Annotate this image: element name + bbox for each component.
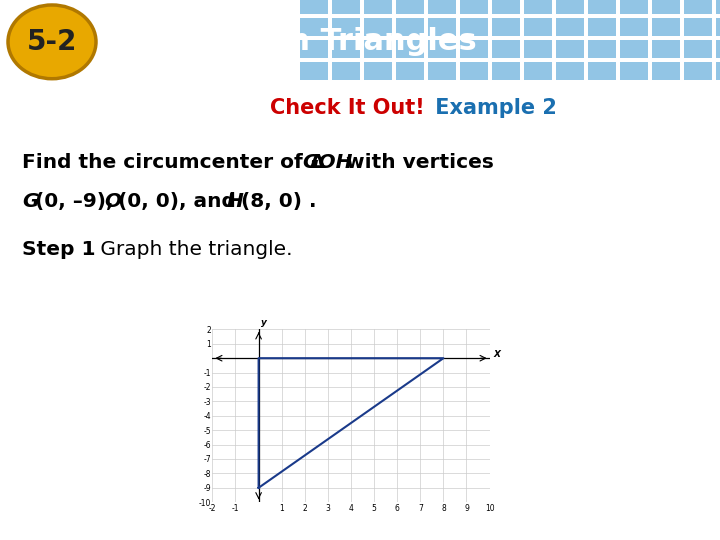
Ellipse shape — [8, 5, 96, 79]
Bar — [716, 18, 720, 36]
Bar — [652, 62, 680, 80]
Bar — [396, 18, 424, 36]
Bar — [492, 0, 520, 14]
Bar — [396, 0, 424, 14]
Bar — [684, 0, 712, 14]
Bar — [332, 40, 360, 58]
Bar — [492, 18, 520, 36]
Text: Check It Out!: Check It Out! — [270, 98, 425, 118]
Text: Copyright © by Holt Mc Dougal. All Rights Reserved.: Copyright © by Holt Mc Dougal. All Right… — [467, 517, 706, 526]
Bar — [556, 40, 584, 58]
Bar — [300, 62, 328, 80]
Text: G: G — [22, 192, 38, 212]
Bar — [524, 0, 552, 14]
Text: Step 1: Step 1 — [22, 240, 96, 259]
Bar — [556, 18, 584, 36]
Bar — [684, 40, 712, 58]
Bar — [332, 0, 360, 14]
Bar — [364, 40, 392, 58]
Text: (8, 0) .: (8, 0) . — [241, 192, 317, 212]
Bar — [364, 62, 392, 80]
Bar — [620, 40, 648, 58]
Text: with vertices: with vertices — [339, 153, 494, 172]
Text: H: H — [227, 192, 244, 212]
Text: y: y — [261, 318, 267, 327]
Bar — [300, 18, 328, 36]
Bar — [460, 40, 488, 58]
Bar — [588, 40, 616, 58]
Bar — [588, 18, 616, 36]
Bar — [428, 40, 456, 58]
Bar — [428, 18, 456, 36]
Bar — [684, 18, 712, 36]
Text: Holt McDougal Geometry: Holt McDougal Geometry — [14, 515, 172, 528]
Bar — [492, 62, 520, 80]
Bar — [300, 0, 328, 14]
Bar — [652, 40, 680, 58]
Text: (0, 0), and: (0, 0), and — [118, 192, 243, 212]
Bar — [716, 62, 720, 80]
Bar — [524, 62, 552, 80]
Text: Find the circumcenter of Δ: Find the circumcenter of Δ — [22, 153, 325, 172]
Bar — [556, 0, 584, 14]
Bar — [652, 18, 680, 36]
Bar — [396, 62, 424, 80]
Bar — [332, 18, 360, 36]
Text: GOH: GOH — [302, 153, 353, 172]
Bar — [300, 40, 328, 58]
Bar — [364, 0, 392, 14]
Bar — [524, 40, 552, 58]
Bar — [492, 40, 520, 58]
Bar — [556, 62, 584, 80]
Bar — [428, 0, 456, 14]
Bar — [332, 62, 360, 80]
Bar — [364, 18, 392, 36]
Bar — [716, 40, 720, 58]
Bar — [652, 0, 680, 14]
Bar — [684, 62, 712, 80]
Bar — [620, 0, 648, 14]
Bar — [716, 0, 720, 14]
Bar — [588, 0, 616, 14]
Text: Bisectors in Triangles: Bisectors in Triangles — [108, 28, 477, 56]
Bar — [524, 18, 552, 36]
Text: (0, –9),: (0, –9), — [35, 192, 120, 212]
Bar — [428, 62, 456, 80]
Bar — [460, 0, 488, 14]
Bar — [620, 18, 648, 36]
Text: Example 2: Example 2 — [428, 98, 557, 118]
Text: X: X — [493, 350, 500, 359]
Bar — [460, 62, 488, 80]
Text: O: O — [104, 192, 121, 212]
Bar — [460, 18, 488, 36]
Bar — [588, 62, 616, 80]
Text: All Rights Reserved.: All Rights Reserved. — [606, 517, 709, 526]
Text: Graph the triangle.: Graph the triangle. — [94, 240, 292, 259]
Bar — [396, 40, 424, 58]
Text: 5-2: 5-2 — [27, 28, 77, 56]
Bar — [620, 62, 648, 80]
